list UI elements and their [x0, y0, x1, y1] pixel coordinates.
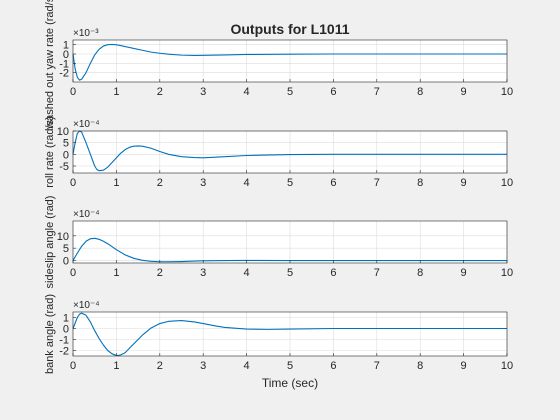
y-tick-label: 0 — [63, 324, 69, 336]
x-tick-label: 6 — [330, 267, 336, 279]
y-exponent-label: ×10⁻⁴ — [73, 209, 100, 220]
x-tick-label: 5 — [287, 86, 293, 98]
y-tick-label: -2 — [59, 346, 69, 358]
x-tick-label: 4 — [244, 177, 250, 189]
x-axis-label: Time (sec) — [262, 376, 318, 390]
y-tick-label: 5 — [63, 243, 69, 255]
x-tick-label: 7 — [374, 177, 380, 189]
x-tick-label: 5 — [287, 267, 293, 279]
y-tick-label: 0 — [63, 49, 69, 61]
x-tick-label: 1 — [113, 86, 119, 98]
x-tick-label: 2 — [157, 86, 163, 98]
y-tick-label: 1 — [63, 313, 69, 325]
x-tick-label: 7 — [374, 267, 380, 279]
y-axis-label: bank angle (rad) — [44, 294, 56, 374]
x-tick-label: 3 — [200, 267, 206, 279]
y-tick-label: 0 — [63, 149, 69, 161]
x-tick-label: 10 — [501, 177, 513, 189]
y-tick-label: 10 — [57, 231, 69, 243]
y-tick-label: -5 — [59, 161, 69, 173]
x-tick-label: 9 — [461, 86, 467, 98]
x-tick-label: 3 — [200, 86, 206, 98]
y-tick-label: 10 — [57, 126, 69, 138]
x-tick-label: 5 — [287, 177, 293, 189]
y-tick-label: 5 — [63, 138, 69, 150]
x-tick-label: 0 — [70, 267, 76, 279]
x-tick-label: 7 — [374, 86, 380, 98]
chart-title: Outputs for L1011 — [230, 21, 349, 37]
series-line — [72, 237, 507, 263]
x-tick-label: 1 — [113, 177, 119, 189]
x-tick-label: 10 — [501, 360, 513, 372]
x-tick-label: 7 — [374, 360, 380, 372]
x-tick-label: 8 — [417, 267, 423, 279]
x-tick-label: 9 — [461, 267, 467, 279]
x-tick-label: 10 — [501, 267, 513, 279]
y-exponent-label: ×10⁻³ — [73, 28, 99, 39]
x-tick-label: 1 — [113, 360, 119, 372]
x-tick-label: 6 — [330, 86, 336, 98]
series-line — [72, 130, 507, 172]
series-line — [72, 43, 507, 81]
y-axis-label: roll rate (rad/s) — [44, 116, 56, 188]
y-exponent-label: ×10⁻⁴ — [73, 300, 100, 311]
x-tick-label: 4 — [244, 360, 250, 372]
x-tick-label: 4 — [244, 267, 250, 279]
x-tick-label: 3 — [200, 360, 206, 372]
x-tick-label: 0 — [70, 86, 76, 98]
y-tick-label: -1 — [59, 58, 69, 70]
y-axis-label: sideslip angle (rad) — [44, 196, 56, 289]
x-tick-label: 6 — [330, 360, 336, 372]
x-tick-label: 2 — [157, 267, 163, 279]
x-tick-label: 2 — [157, 177, 163, 189]
x-tick-label: 9 — [461, 177, 467, 189]
x-tick-label: 8 — [417, 86, 423, 98]
x-tick-label: 1 — [113, 267, 119, 279]
x-tick-label: 8 — [417, 360, 423, 372]
x-tick-label: 4 — [244, 86, 250, 98]
y-tick-label: -2 — [59, 68, 69, 80]
x-tick-label: 2 — [157, 360, 163, 372]
y-exponent-label: ×10⁻⁴ — [73, 119, 100, 130]
y-tick-label: 0 — [63, 256, 69, 268]
series-line — [72, 312, 507, 357]
x-tick-label: 0 — [70, 360, 76, 372]
x-tick-label: 3 — [200, 177, 206, 189]
x-tick-label: 10 — [501, 86, 513, 98]
x-tick-label: 0 — [70, 177, 76, 189]
x-tick-label: 5 — [287, 360, 293, 372]
y-tick-label: -1 — [59, 335, 69, 347]
x-tick-label: 6 — [330, 177, 336, 189]
y-axis-label: washed out yaw rate (rad/s) — [44, 0, 56, 130]
x-tick-label: 9 — [461, 360, 467, 372]
x-tick-label: 8 — [417, 177, 423, 189]
y-tick-label: 1 — [63, 40, 69, 52]
